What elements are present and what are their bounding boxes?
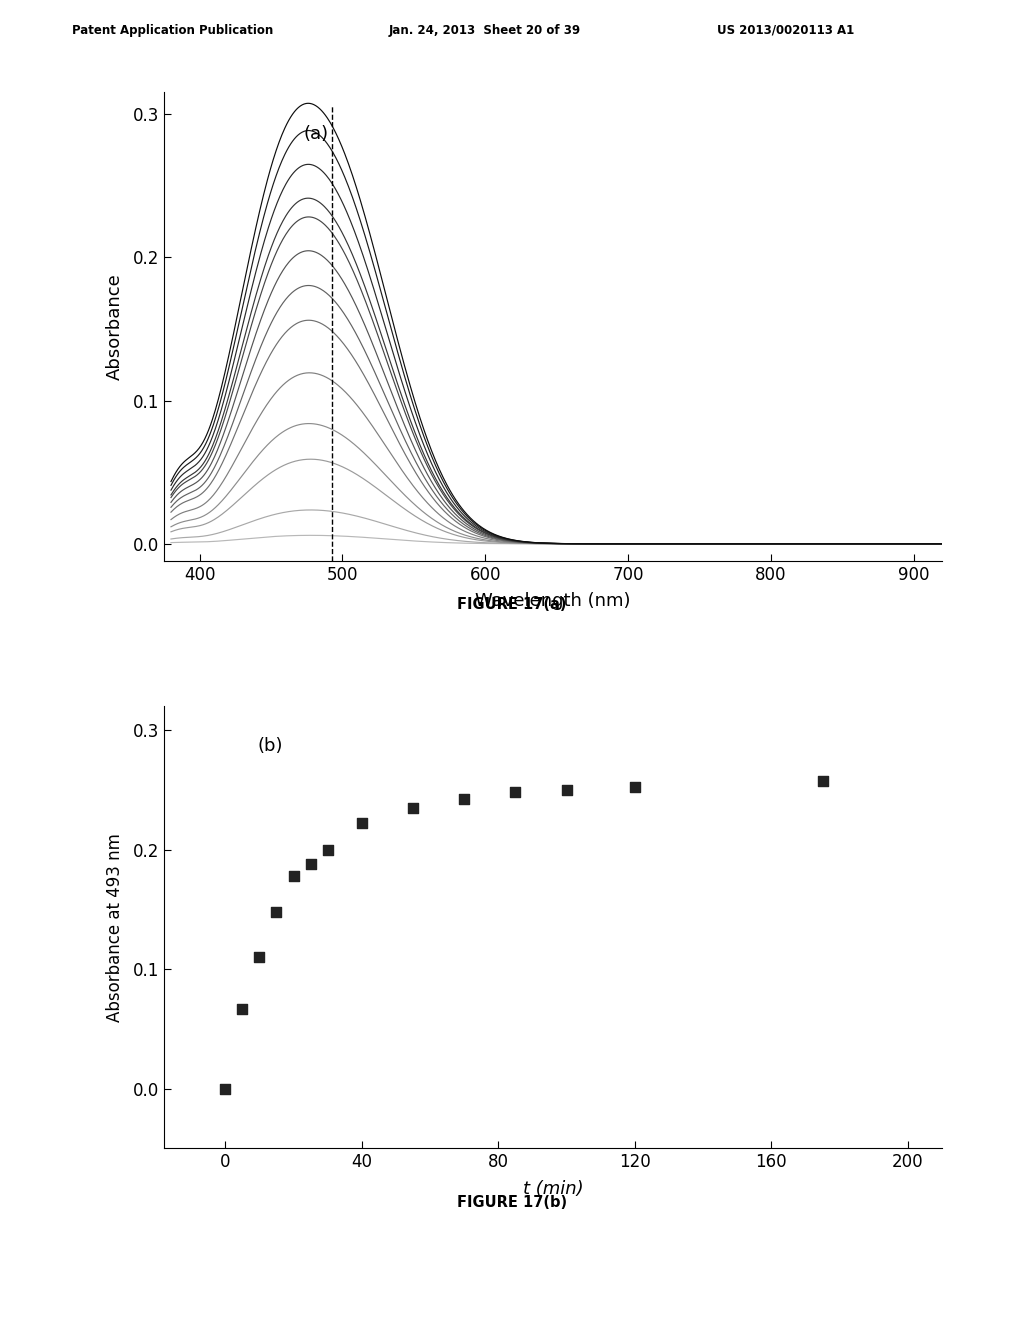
Text: FIGURE 17(a): FIGURE 17(a) [458, 597, 566, 611]
Point [507, 781, 523, 803]
Text: (a): (a) [304, 125, 329, 143]
Y-axis label: Absorbance at 493 nm: Absorbance at 493 nm [106, 833, 124, 1022]
Point [234, 998, 251, 1019]
Point [627, 777, 643, 799]
Text: Patent Application Publication: Patent Application Publication [72, 24, 273, 37]
Text: Jan. 24, 2013  Sheet 20 of 39: Jan. 24, 2013 Sheet 20 of 39 [389, 24, 582, 37]
Point [302, 854, 318, 875]
Point [558, 779, 574, 800]
Point [268, 902, 285, 923]
X-axis label: Wavelength (nm): Wavelength (nm) [475, 593, 631, 610]
Point [251, 946, 267, 968]
Point [319, 840, 336, 861]
Point [814, 771, 830, 792]
Point [404, 797, 421, 818]
Text: FIGURE 17(b): FIGURE 17(b) [457, 1195, 567, 1209]
Point [217, 1078, 233, 1100]
X-axis label: t (min): t (min) [522, 1180, 584, 1197]
Point [353, 813, 370, 834]
Point [456, 789, 472, 810]
Text: (b): (b) [257, 737, 283, 755]
Y-axis label: Absorbance: Absorbance [106, 273, 124, 380]
Text: US 2013/0020113 A1: US 2013/0020113 A1 [717, 24, 854, 37]
Point [286, 866, 302, 887]
